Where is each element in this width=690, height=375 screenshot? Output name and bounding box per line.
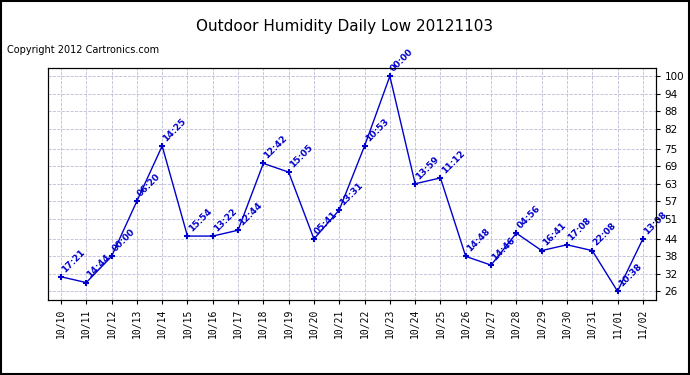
Text: 13:31: 13:31: [338, 180, 365, 207]
Text: 14:48: 14:48: [465, 227, 492, 254]
Text: Copyright 2012 Cartronics.com: Copyright 2012 Cartronics.com: [7, 45, 159, 55]
Text: 12:42: 12:42: [262, 134, 289, 160]
Text: 15:05: 15:05: [288, 143, 315, 170]
Text: 06:20: 06:20: [136, 172, 162, 198]
Text: 14:44: 14:44: [86, 253, 112, 280]
Text: 22:08: 22:08: [591, 221, 618, 248]
Text: 00:00: 00:00: [110, 227, 137, 254]
Text: 13:22: 13:22: [212, 207, 239, 233]
Text: 11:12: 11:12: [440, 148, 466, 175]
Text: 17:08: 17:08: [566, 215, 593, 242]
Text: 05:41: 05:41: [313, 210, 339, 236]
Text: 16:41: 16:41: [541, 221, 568, 248]
Text: 13:08: 13:08: [642, 210, 669, 236]
Text: 12:44: 12:44: [237, 201, 264, 228]
Text: 04:56: 04:56: [515, 204, 542, 230]
Text: 10:38: 10:38: [617, 262, 643, 288]
Text: 00:00: 00:00: [389, 47, 415, 74]
Text: 17:21: 17:21: [60, 247, 87, 274]
Text: 15:54: 15:54: [186, 207, 213, 233]
Text: 13:59: 13:59: [414, 154, 441, 181]
Text: 10:53: 10:53: [364, 117, 391, 143]
Text: Humidity  (%): Humidity (%): [580, 38, 662, 48]
Text: 14:25: 14:25: [161, 117, 188, 143]
Text: Outdoor Humidity Daily Low 20121103: Outdoor Humidity Daily Low 20121103: [197, 19, 493, 34]
Text: 14:46: 14:46: [490, 236, 517, 262]
